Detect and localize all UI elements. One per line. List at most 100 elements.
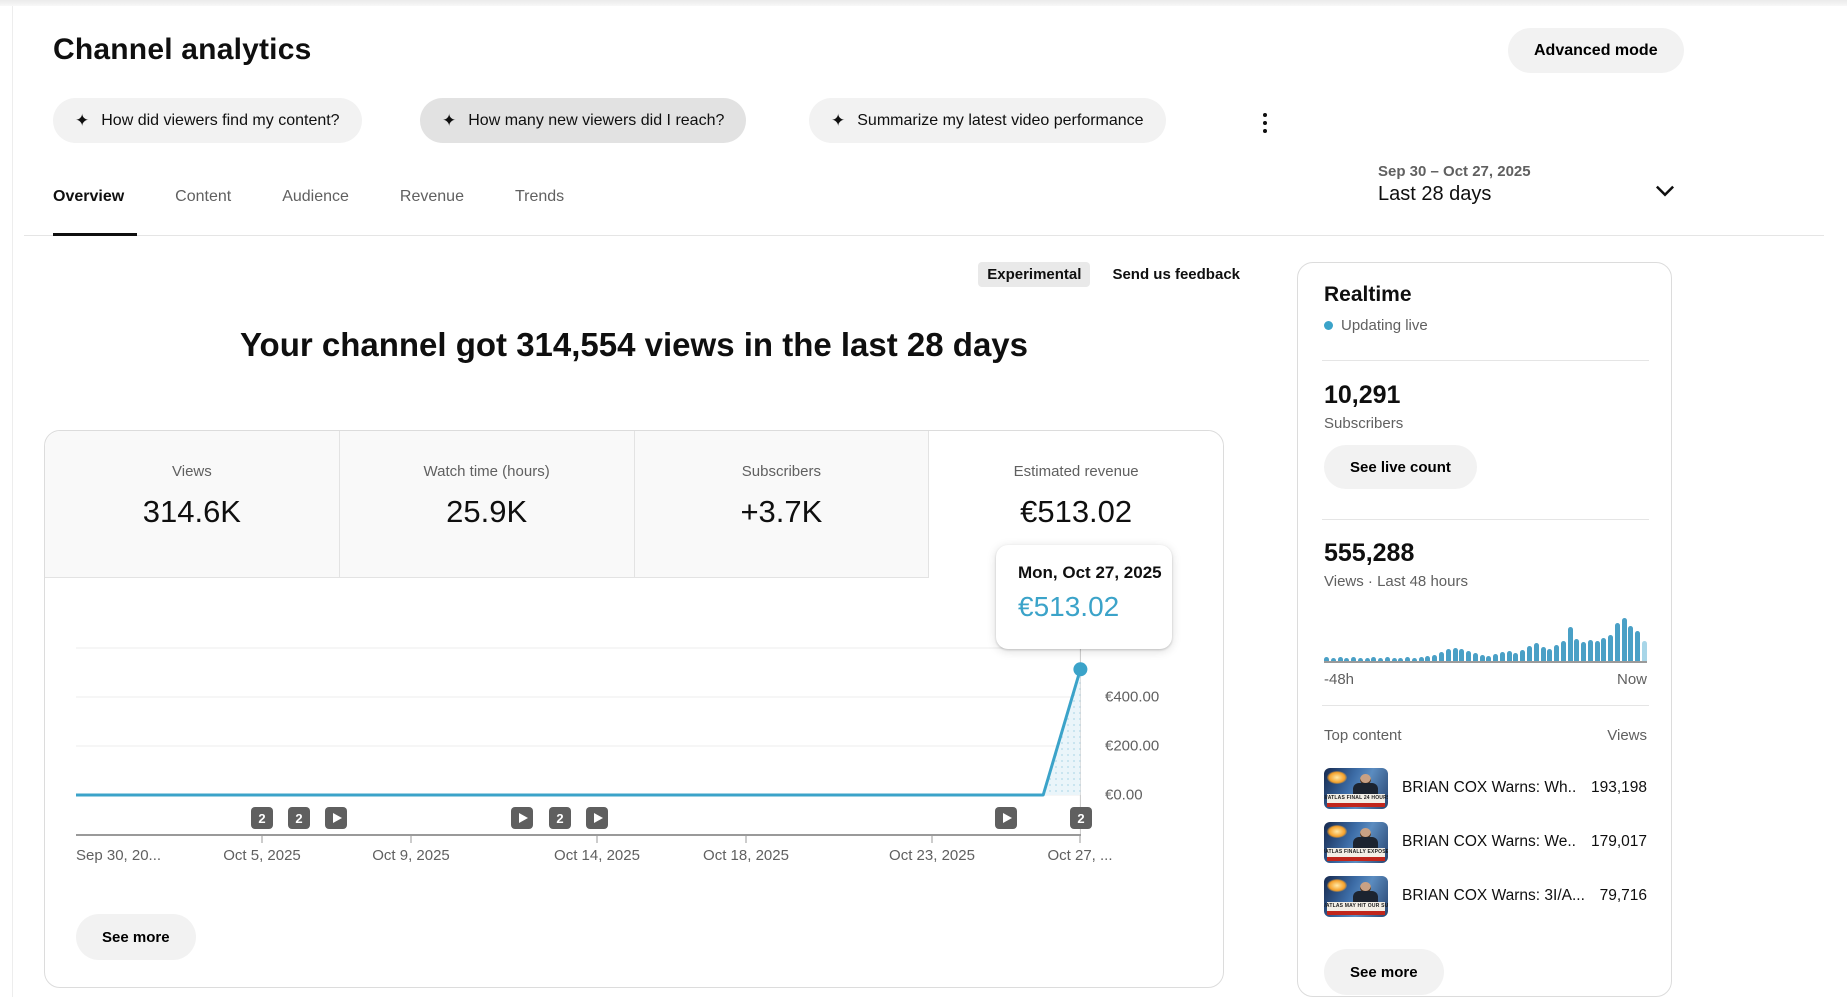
realtime-bar — [1587, 640, 1593, 661]
metric-value: €513.02 — [1020, 494, 1133, 529]
advanced-mode-button[interactable]: Advanced mode — [1508, 28, 1684, 73]
realtime-bar — [1493, 654, 1499, 661]
tab-revenue[interactable]: Revenue — [399, 188, 464, 205]
realtime-bar — [1601, 637, 1607, 661]
chip-how-many-new-viewers[interactable]: ✦ How many new viewers did I reach? — [420, 98, 747, 143]
video-thumbnail[interactable]: "3I/ATLAS FINALLY EXPOSED" — [1324, 821, 1388, 863]
y-axis-label: €200.00 — [1105, 737, 1160, 755]
chart-marker-video-play[interactable] — [325, 807, 347, 829]
realtime-bar — [1378, 657, 1384, 661]
realtime-bar — [1405, 657, 1411, 661]
revenue-area-fill — [76, 669, 1081, 795]
tab-audience[interactable]: Audience — [282, 188, 349, 205]
chart-marker-video-play[interactable] — [511, 807, 533, 829]
chart-marker-video-count[interactable]: 2 — [549, 807, 571, 829]
send-feedback-link[interactable]: Send us feedback — [1112, 266, 1240, 283]
divider — [1322, 705, 1649, 706]
chart-marker-video-play[interactable] — [995, 807, 1017, 829]
date-range-picker[interactable]: Sep 30 – Oct 27, 2025 Last 28 days — [1378, 163, 1531, 206]
realtime-title: Realtime — [1324, 283, 1412, 306]
realtime-bar — [1581, 642, 1587, 661]
more-options-kebab-icon[interactable] — [1255, 103, 1275, 143]
x-axis-label: Oct 9, 2025 — [372, 847, 450, 864]
chip-how-did-viewers-find[interactable]: ✦ How did viewers find my content? — [53, 98, 362, 143]
sparkle-icon: ✦ — [442, 111, 457, 130]
video-views: 79,716 — [1599, 887, 1647, 904]
tab-overview[interactable]: Overview — [53, 188, 125, 205]
x-axis-label: Oct 14, 2025 — [554, 847, 640, 864]
divider — [1322, 519, 1649, 520]
video-thumbnail[interactable]: "3I/ATLAS MAY HIT OUR SUN" — [1324, 875, 1388, 917]
realtime-bar — [1520, 650, 1526, 661]
tab-content[interactable]: Content — [175, 188, 232, 205]
metric-value: +3.7K — [740, 494, 823, 529]
metric-label: Watch time (hours) — [423, 463, 550, 480]
sparkle-icon: ✦ — [75, 111, 90, 130]
realtime-bar — [1466, 651, 1472, 661]
chart-marker-video-count[interactable]: 2 — [251, 807, 273, 829]
metric-card-watch-time[interactable]: Watch time (hours) 25.9K — [339, 431, 635, 578]
video-thumbnail[interactable]: "3I/ATLAS FINAL 24 HOURS" — [1324, 767, 1388, 809]
chart-tooltip: Mon, Oct 27, 2025 €513.02 — [996, 545, 1172, 649]
left-edge-divider — [12, 6, 13, 997]
realtime-views-label: Views · Last 48 hours — [1324, 573, 1468, 590]
metric-card-views[interactable]: Views 314.6K — [45, 431, 340, 578]
realtime-bar — [1384, 657, 1390, 661]
video-title: BRIAN COX Warns: 3I/A... — [1402, 887, 1585, 904]
metric-card-subscribers[interactable]: Subscribers +3.7K — [634, 431, 930, 578]
tooltip-value: €513.02 — [1018, 591, 1120, 622]
chart-marker-video-count[interactable]: 2 — [1070, 807, 1092, 829]
realtime-bar — [1398, 657, 1404, 661]
top-content-row[interactable]: "3I/ATLAS FINALLY EXPOSED" BRIAN COX War… — [1324, 819, 1647, 865]
play-icon — [332, 813, 342, 823]
comet-glow — [1327, 878, 1347, 892]
chip-label: How many new viewers did I reach? — [468, 111, 725, 129]
x-axis-label: Sep 30, 20... — [76, 847, 162, 864]
revenue-line-chart — [45, 578, 1223, 878]
see-live-count-button[interactable]: See live count — [1324, 445, 1477, 489]
realtime-bar — [1459, 648, 1465, 661]
chip-summarize-latest-video[interactable]: ✦ Summarize my latest video performance — [809, 98, 1166, 143]
top-content-row[interactable]: "3I/ATLAS MAY HIT OUR SUN" BRIAN COX War… — [1324, 873, 1647, 919]
presenter-figure — [1360, 881, 1371, 893]
overview-chart-card: Views 314.6K Watch time (hours) 25.9K Su… — [44, 430, 1224, 988]
realtime-axis-labels: -48h Now — [1324, 671, 1647, 688]
realtime-subscribers-value: 10,291 — [1324, 381, 1401, 409]
metric-value: 314.6K — [142, 494, 241, 529]
chart-marker-video-play[interactable] — [586, 807, 608, 829]
revenue-line — [76, 668, 1082, 797]
top-content-row[interactable]: "3I/ATLAS FINAL 24 HOURS" BRIAN COX Warn… — [1324, 765, 1647, 811]
x-axis-label: Oct 23, 2025 — [889, 847, 975, 864]
chart-marker-video-count[interactable]: 2 — [288, 807, 310, 829]
realtime-card: Realtime Updating live 10,291 Subscriber… — [1297, 262, 1672, 997]
chevron-down-icon[interactable] — [1650, 176, 1680, 206]
realtime-bar — [1506, 651, 1512, 661]
see-more-button[interactable]: See more — [76, 914, 196, 960]
axis-right-label: Now — [1616, 671, 1647, 688]
realtime-bar — [1452, 647, 1458, 661]
presenter-figure — [1360, 827, 1371, 839]
realtime-bar — [1445, 648, 1451, 661]
realtime-bar — [1391, 657, 1397, 661]
tab-trends[interactable]: Trends — [514, 188, 565, 205]
top-content-label: Top content — [1324, 727, 1402, 744]
realtime-bar — [1432, 654, 1438, 661]
y-axis-label: €0.00 — [1105, 786, 1143, 804]
play-icon — [518, 813, 528, 823]
realtime-views-bar-chart — [1324, 611, 1647, 663]
realtime-see-more-button[interactable]: See more — [1324, 949, 1444, 995]
highlighted-data-point[interactable] — [1073, 662, 1088, 677]
realtime-bar — [1364, 657, 1370, 661]
experimental-badge: Experimental — [978, 262, 1091, 287]
realtime-bar — [1567, 626, 1573, 661]
realtime-bar — [1635, 630, 1641, 661]
thumb-caption: "3I/ATLAS FINALLY EXPOSED" — [1324, 849, 1388, 855]
realtime-bar — [1608, 634, 1614, 661]
play-icon — [1002, 813, 1012, 823]
analytics-tabs: Overview Content Audience Revenue Trends — [53, 188, 564, 226]
realtime-bar — [1337, 657, 1343, 661]
experimental-row: Experimental Send us feedback — [44, 262, 1240, 287]
realtime-bar — [1472, 653, 1478, 661]
updating-live-status: Updating live — [1324, 317, 1428, 334]
